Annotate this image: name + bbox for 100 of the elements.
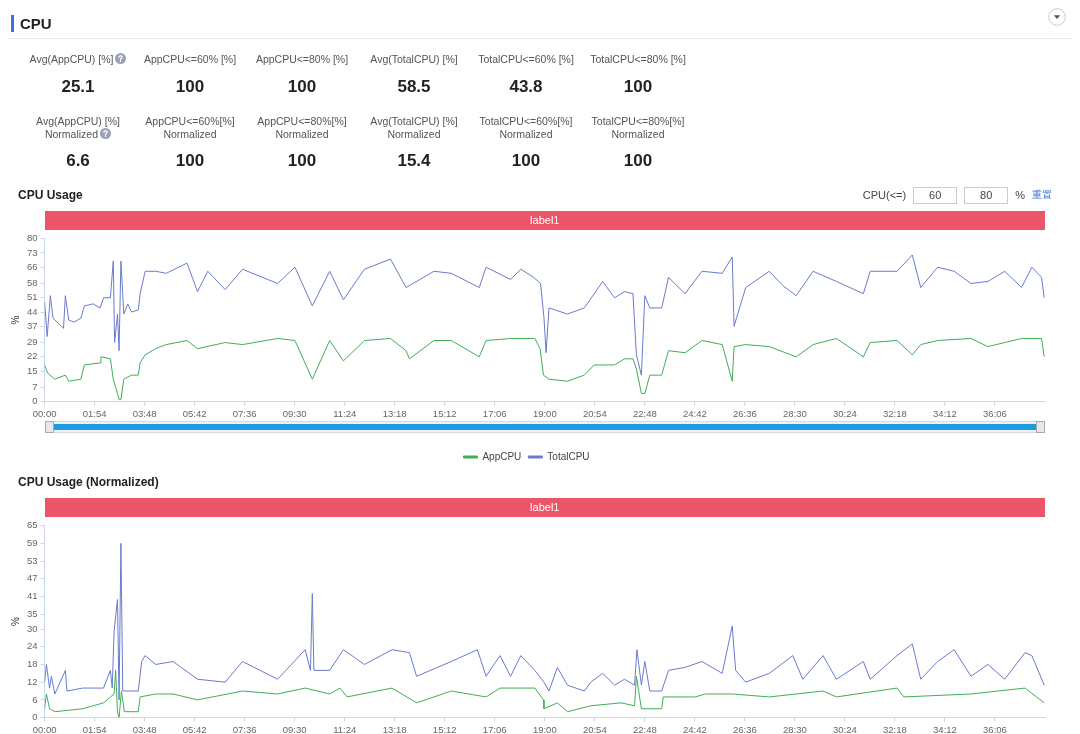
x-tick-label: 05:42: [182, 723, 207, 734]
category-label: AppCPU<=60% [%]: [142, 53, 238, 67]
x-tick-label: 15:12: [432, 723, 457, 734]
x-tick-label: 24:42: [682, 407, 707, 419]
x-tick-label: 34:12: [933, 407, 957, 419]
y-axis-title: %: [9, 617, 21, 627]
y-tick-label: 66: [26, 260, 38, 272]
y-tick-label: 37: [26, 319, 38, 331]
x-tick-label: 00:00: [32, 723, 57, 734]
text: label1: [44, 211, 1045, 230]
category-label: AppCPU<=80% [%]: [254, 53, 350, 67]
y-tick-label: 53: [26, 554, 38, 566]
y-tick-label: 0: [32, 711, 38, 723]
text: 重置: [1032, 188, 1052, 202]
x-tick-label: 01:54: [82, 723, 107, 734]
category-label: Avg(TotalCPU) [%] Normalized: [369, 115, 459, 142]
data-label: 43.8: [508, 77, 544, 97]
legend-label: AppCPU: [482, 450, 522, 462]
x-tick-label: 09:30: [282, 723, 307, 734]
x-tick-label: 09:30: [282, 407, 307, 419]
x-tick-label: 19:00: [532, 723, 557, 734]
x-tick-label: 01:54: [82, 407, 107, 419]
y-tick-label: 7: [32, 380, 38, 392]
category-label: AppCPU<=60%[%] Normalized: [144, 115, 236, 142]
data-label: 100: [174, 151, 206, 171]
data-label: 100: [286, 151, 318, 171]
data-label: 100: [174, 77, 206, 97]
category-label: Avg(TotalCPU) [%]: [369, 53, 459, 67]
y-tick-label: 58: [26, 277, 38, 289]
x-tick-label: 19:00: [532, 407, 557, 419]
data-label: 100: [510, 151, 542, 171]
data-label: 15.4: [396, 151, 432, 171]
legend-label: TotalCPU: [547, 450, 590, 462]
data-label: 25.1: [60, 77, 96, 97]
x-tick-label: 24:42: [682, 723, 707, 734]
chart-title: CPU Usage (Normalized): [18, 475, 159, 489]
x-tick-label: 15:12: [432, 407, 457, 419]
data-label: 58.5: [396, 77, 432, 97]
x-tick-label: 00:00: [32, 407, 57, 419]
text: CPU(<=): [862, 189, 907, 201]
y-tick-label: 44: [26, 305, 38, 317]
x-tick-label: 30:24: [833, 407, 857, 419]
x-tick-label: 34:12: [933, 723, 957, 734]
x-tick-label: 22:48: [632, 723, 657, 734]
x-tick-label: 20:54: [582, 407, 607, 419]
x-tick-label: 20:54: [582, 723, 607, 734]
text: %: [1015, 189, 1025, 201]
category-label: AppCPU<=80%[%] Normalized: [256, 115, 348, 142]
category-label: TotalCPU<=80% [%]: [589, 53, 687, 67]
x-tick-label: 30:24: [833, 723, 857, 734]
data-label: 100: [622, 77, 654, 97]
y-tick-label: 6: [32, 693, 38, 705]
text: CPU: [20, 14, 52, 32]
y-tick-label: 73: [26, 246, 38, 258]
category-label: TotalCPU<=80%[%] Normalized: [590, 115, 686, 142]
y-tick-label: 22: [26, 350, 38, 362]
x-tick-label: 13:18: [382, 723, 407, 734]
x-tick-label: 13:18: [382, 407, 407, 419]
y-tick-label: 41: [26, 590, 38, 602]
y-tick-label: 80: [26, 232, 38, 244]
text: label1: [44, 498, 1045, 517]
x-tick-label: 05:42: [182, 407, 207, 419]
x-tick-label: 07:36: [232, 407, 257, 419]
x-tick-label: 17:06: [482, 723, 507, 734]
y-tick-label: 35: [26, 607, 38, 619]
x-tick-label: 32:18: [883, 723, 907, 734]
x-tick-label: 32:18: [883, 407, 907, 419]
x-tick-label: 26:36: [732, 723, 757, 734]
x-tick-label: 36:06: [983, 407, 1007, 419]
x-tick-label: 03:48: [132, 723, 157, 734]
data-label: 6.6: [65, 151, 91, 171]
y-tick-label: 47: [26, 572, 38, 584]
text: 60: [913, 186, 958, 204]
x-tick-label: 11:24: [333, 407, 357, 419]
x-tick-label: 28:30: [783, 407, 807, 419]
y-tick-label: 65: [26, 519, 38, 531]
x-tick-label: 11:24: [333, 723, 357, 734]
x-tick-label: 36:06: [983, 723, 1007, 734]
y-tick-label: 30: [26, 622, 38, 634]
text: 80: [964, 186, 1009, 204]
y-tick-label: 51: [26, 291, 38, 303]
x-tick-label: 26:36: [732, 407, 757, 419]
y-tick-label: 24: [26, 640, 38, 652]
category-label: TotalCPU<=60% [%]: [477, 53, 575, 67]
x-tick-label: 22:48: [632, 407, 657, 419]
category-label: Avg(AppCPU) [%] Normalized: [35, 115, 121, 142]
x-tick-label: 17:06: [482, 407, 507, 419]
data-label: 100: [286, 77, 318, 97]
data-label: 100: [622, 151, 654, 171]
y-tick-label: 18: [26, 658, 38, 670]
y-tick-label: 29: [26, 336, 38, 348]
x-tick-label: 28:30: [783, 723, 807, 734]
x-tick-label: 07:36: [232, 723, 257, 734]
chart-title: CPU Usage: [18, 188, 83, 202]
category-label: TotalCPU<=60%[%] Normalized: [478, 115, 574, 142]
x-tick-label: 03:48: [132, 407, 157, 419]
y-tick-label: 0: [32, 395, 38, 407]
y-tick-label: 12: [26, 675, 38, 687]
category-label: Avg(AppCPU) [%]: [28, 53, 115, 67]
y-tick-label: 15: [26, 364, 38, 376]
